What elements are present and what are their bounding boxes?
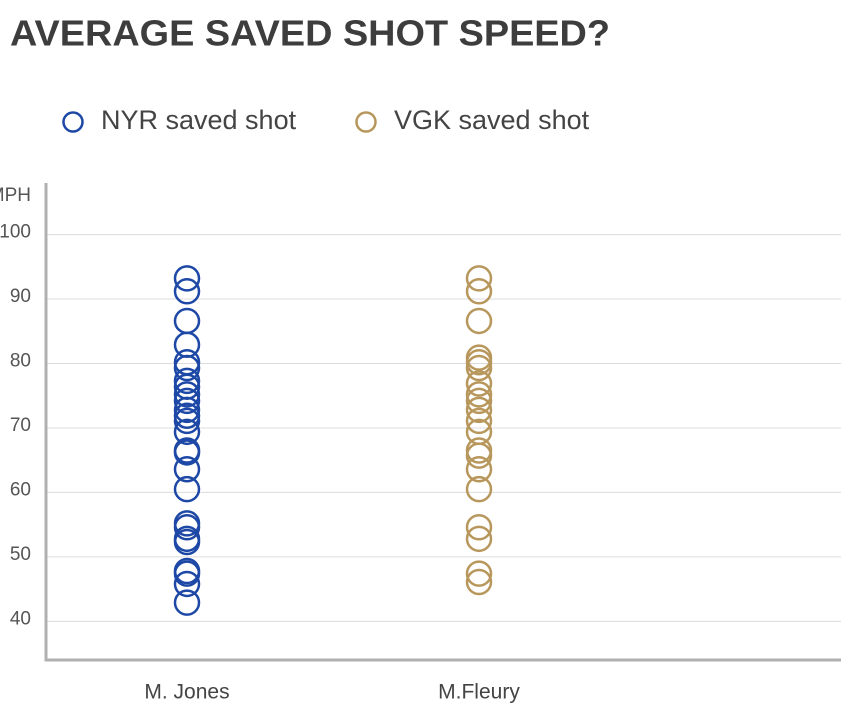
point — [173, 589, 201, 616]
point — [465, 396, 493, 424]
legend-marker — [355, 111, 377, 133]
point — [173, 307, 201, 335]
y-tick-label: 50 — [10, 544, 31, 565]
point — [173, 354, 201, 382]
point — [173, 387, 201, 415]
point — [173, 437, 201, 464]
point — [173, 560, 201, 587]
point — [465, 455, 493, 483]
point — [465, 265, 493, 292]
point — [173, 528, 201, 556]
y-tick-label: 60 — [10, 479, 31, 500]
point — [173, 396, 201, 424]
point — [465, 475, 493, 503]
y-axis-label: MPH — [0, 185, 31, 206]
point — [465, 348, 493, 376]
legend-label: NYR saved shot — [101, 105, 297, 135]
y-tick-label: 70 — [10, 415, 31, 436]
point — [173, 513, 201, 541]
legend-marker — [62, 111, 84, 133]
point — [465, 568, 493, 596]
point — [465, 525, 493, 553]
point — [465, 437, 493, 464]
point — [465, 307, 493, 335]
y-tick-label: 100 — [0, 222, 31, 243]
point — [173, 348, 201, 376]
y-tick-label: 80 — [10, 351, 31, 372]
point — [173, 455, 201, 483]
y-tick-label: 40 — [10, 608, 31, 629]
x-tick-label: M.Fleury — [438, 681, 520, 704]
point — [173, 381, 201, 408]
point — [465, 370, 493, 397]
point — [173, 367, 201, 395]
point — [173, 407, 201, 435]
point — [465, 354, 493, 382]
point — [465, 513, 493, 541]
point — [465, 442, 493, 469]
point — [173, 570, 201, 598]
point — [465, 278, 493, 305]
point — [465, 407, 493, 435]
point — [465, 560, 493, 587]
legend-label: VGK saved shot — [394, 105, 590, 135]
point — [173, 439, 201, 466]
point — [465, 381, 493, 408]
x-tick-label: M. Jones — [144, 681, 229, 704]
point — [173, 418, 201, 446]
point — [173, 278, 201, 305]
point — [173, 475, 201, 503]
point — [173, 265, 201, 292]
y-tick-label: 90 — [10, 286, 31, 307]
point — [465, 387, 493, 415]
chart-title: AVERAGE SAVED SHOT SPEED? — [10, 13, 610, 54]
